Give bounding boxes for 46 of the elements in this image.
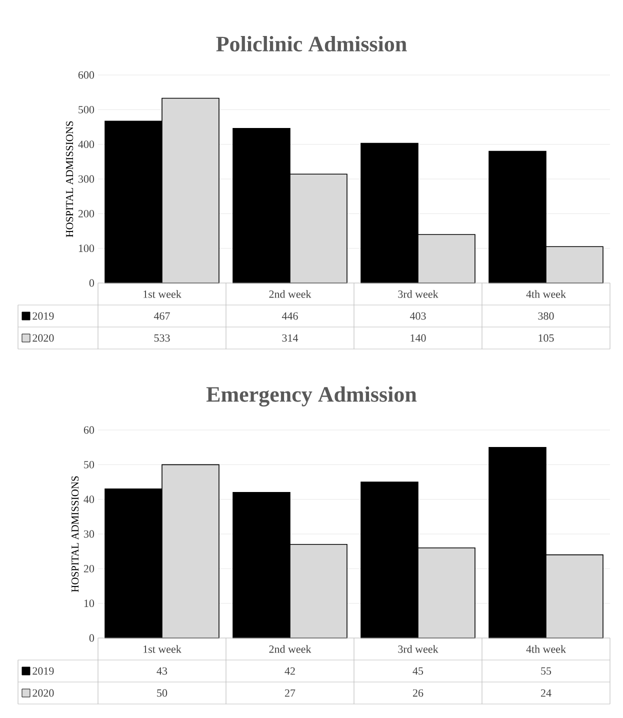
y-tick-label: 200: [78, 210, 94, 218]
y-tick-label: 0: [89, 279, 94, 287]
data-label: 467: [154, 312, 170, 320]
y-tick-label: 60: [84, 426, 94, 434]
y-tick-label: 50: [84, 460, 94, 468]
y-tick-label: 300: [78, 175, 94, 183]
y-tick-label: 20: [84, 564, 94, 572]
data-label: 314: [282, 334, 298, 342]
x-tick-label: 4th week: [526, 290, 566, 298]
data-label: 140: [410, 334, 426, 342]
x-tick-label: 2nd week: [269, 645, 312, 653]
data-label: 446: [282, 312, 298, 320]
x-tick-label: 4th week: [526, 645, 566, 653]
y-tick-label: 40: [84, 496, 94, 504]
y-axis-title: HOSPITAL ADMISSIONS: [72, 476, 79, 592]
data-label: 55: [541, 667, 552, 675]
data-label: 105: [538, 334, 554, 342]
data-label: 27: [284, 689, 296, 697]
data-label: 50: [157, 689, 168, 697]
data-label: 403: [410, 312, 426, 320]
data-label: 26: [412, 689, 424, 697]
x-tick-label: 1st week: [144, 290, 182, 298]
x-tick-label: 1st week: [144, 645, 182, 653]
legend-label: 2019: [32, 312, 54, 320]
chart-title: Policlinic Admission: [216, 36, 407, 52]
y-tick-label: 600: [78, 71, 94, 79]
data-label: 24: [540, 689, 552, 697]
chart-title: Emergency Admission: [206, 386, 417, 406]
data-label: 533: [154, 334, 170, 342]
y-axis-title: HOSPITAL ADMISSIONS: [66, 121, 74, 238]
x-tick-label: 2nd week: [269, 290, 312, 298]
y-tick-label: 500: [78, 106, 94, 114]
x-tick-label: 3rd week: [398, 290, 438, 298]
y-tick-label: 0: [89, 634, 94, 642]
legend-label: 2020: [32, 689, 54, 697]
data-label: 43: [156, 667, 168, 675]
y-tick-label: 10: [84, 600, 94, 608]
x-tick-label: 3rd week: [398, 645, 438, 653]
data-label: 380: [538, 312, 554, 320]
data-label: 45: [412, 667, 424, 675]
legend-label: 2019: [32, 667, 54, 675]
legend-label: 2020: [32, 334, 54, 342]
y-tick-label: 100: [78, 244, 94, 252]
y-tick-label: 400: [78, 140, 94, 148]
y-tick-label: 30: [84, 530, 94, 538]
data-label: 42: [284, 667, 295, 675]
